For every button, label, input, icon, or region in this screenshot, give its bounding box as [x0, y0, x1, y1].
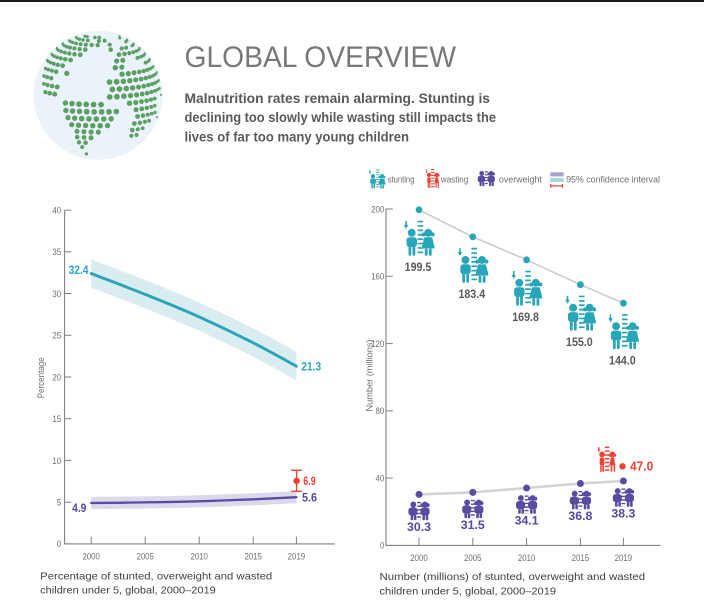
svg-text:4.9: 4.9: [72, 501, 87, 515]
svg-text:160: 160: [371, 272, 384, 283]
svg-text:Percentage: Percentage: [36, 357, 47, 398]
svg-text:40: 40: [376, 473, 385, 484]
svg-text:40: 40: [52, 205, 61, 216]
svg-text:10: 10: [52, 456, 61, 467]
svg-text:Percentage of stunted, overwei: Percentage of stunted, overweight and wa…: [40, 571, 272, 582]
svg-text:0: 0: [57, 539, 61, 550]
svg-text:20: 20: [52, 372, 61, 383]
svg-text:199.5: 199.5: [405, 260, 432, 274]
svg-text:children under 5, global, 2000: children under 5, global, 2000–2019: [380, 586, 557, 597]
svg-text:32.4: 32.4: [69, 263, 89, 277]
svg-text:200: 200: [371, 204, 384, 215]
svg-text:35: 35: [52, 247, 61, 258]
svg-text:declining too slowly while was: declining too slowly while wasting still…: [185, 109, 497, 125]
svg-text:36.8: 36.8: [568, 509, 592, 523]
svg-text:children under 5, global, 2000: children under 5, global, 2000–2019: [40, 586, 216, 597]
svg-text:15: 15: [52, 414, 61, 425]
svg-text:80: 80: [376, 406, 385, 417]
svg-text:GLOBAL OVERVIEW: GLOBAL OVERVIEW: [185, 41, 457, 74]
svg-text:6.9: 6.9: [303, 474, 316, 488]
svg-text:2005: 2005: [136, 552, 154, 563]
svg-text:Malnutrition rates remain alar: Malnutrition rates remain alarming. Stun…: [185, 90, 491, 106]
svg-text:30: 30: [52, 289, 61, 300]
svg-text:144.0: 144.0: [609, 354, 636, 368]
svg-text:0: 0: [380, 541, 384, 552]
svg-text:34.1: 34.1: [515, 513, 539, 527]
svg-text:38.3: 38.3: [611, 506, 635, 520]
svg-text:31.5: 31.5: [461, 518, 485, 532]
svg-text:2019: 2019: [615, 553, 633, 564]
svg-text:30.3: 30.3: [407, 520, 431, 534]
svg-text:2019: 2019: [288, 552, 306, 563]
svg-text:2010: 2010: [518, 553, 536, 564]
svg-text:overweight: overweight: [499, 174, 542, 185]
svg-text:2005: 2005: [464, 553, 482, 564]
svg-text:2015: 2015: [244, 552, 262, 563]
svg-text:lives of far too many young ch: lives of far too many young children: [185, 128, 410, 144]
svg-text:183.4: 183.4: [458, 287, 485, 301]
svg-text:5.6: 5.6: [302, 491, 317, 505]
svg-text:120: 120: [371, 339, 384, 350]
svg-text:2015: 2015: [572, 553, 590, 564]
svg-text:169.8: 169.8: [512, 310, 539, 324]
svg-text:95% confidence interval: 95% confidence interval: [566, 174, 660, 185]
svg-text:Number (millions) of stunted,: Number (millions) of stunted, overweight…: [380, 572, 646, 583]
svg-text:47.0: 47.0: [630, 459, 653, 473]
svg-text:2000: 2000: [82, 552, 100, 563]
svg-text:155.0: 155.0: [566, 335, 593, 349]
svg-text:21.3: 21.3: [301, 360, 321, 374]
svg-text:wasting: wasting: [440, 174, 468, 185]
svg-text:stunting: stunting: [388, 174, 415, 185]
svg-text:25: 25: [52, 331, 61, 342]
svg-text:2010: 2010: [190, 552, 208, 563]
svg-text:5: 5: [57, 498, 61, 509]
svg-text:2000: 2000: [410, 553, 428, 564]
svg-text:Number (millions): Number (millions): [365, 340, 376, 412]
